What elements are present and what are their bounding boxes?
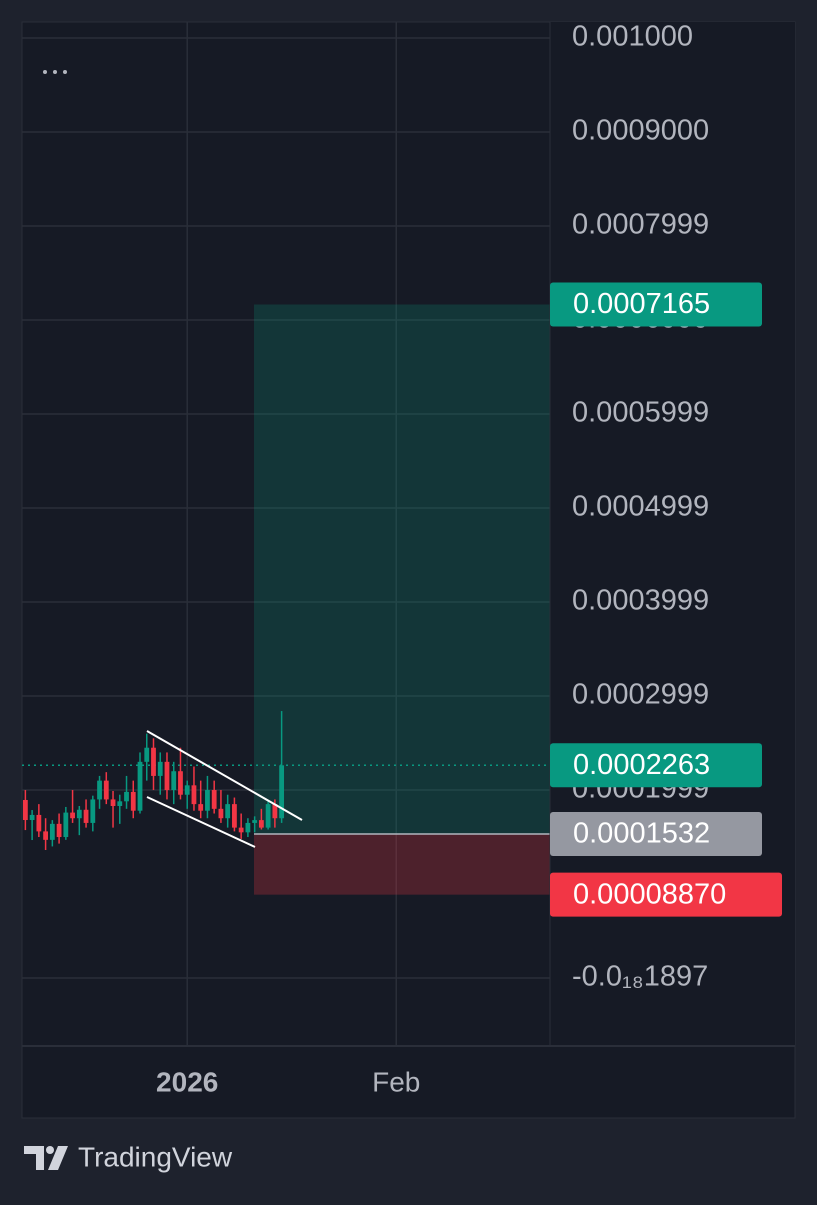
candle-body <box>238 827 244 833</box>
candle-body <box>124 791 129 802</box>
candle-body <box>83 809 89 823</box>
y-tick-label: 0.0005999 <box>572 397 709 429</box>
channel-upper <box>146 730 303 821</box>
candle-body <box>211 790 217 809</box>
channel-lower <box>146 796 256 848</box>
y-tick-label: 0.0003999 <box>572 585 709 617</box>
logo-dot <box>46 1146 54 1154</box>
candle-body <box>252 820 258 823</box>
dot <box>53 70 57 74</box>
brand-name: TradingView <box>78 1141 233 1172</box>
candle-body <box>76 809 82 819</box>
candle-body <box>29 814 35 821</box>
target-zone <box>254 304 550 835</box>
grid <box>22 22 550 1046</box>
candle-body <box>164 761 170 791</box>
logo-t <box>24 1146 44 1170</box>
x-tick-label: Feb <box>372 1066 420 1097</box>
candle-body <box>272 804 278 819</box>
candle-body <box>258 820 264 828</box>
candle-body <box>151 747 156 776</box>
candle-body <box>205 790 210 811</box>
y-tick-label: 0.001000 <box>572 21 693 53</box>
candle-body <box>245 822 251 833</box>
candle-body <box>137 761 143 811</box>
price-tag <box>550 872 782 917</box>
candle-body <box>130 791 136 811</box>
candle-body <box>56 823 62 838</box>
price-tag <box>550 282 762 327</box>
y-tick-label: 0.0009000 <box>572 115 709 147</box>
candle-body <box>198 804 204 811</box>
dot <box>43 70 47 74</box>
candle-body <box>225 804 231 819</box>
candle-body <box>117 801 123 807</box>
candle-body <box>63 812 69 838</box>
candle-body <box>157 761 163 776</box>
candle-body <box>191 785 197 805</box>
menu-icon[interactable] <box>43 70 67 74</box>
candle-body <box>171 771 177 791</box>
candle-body <box>90 799 96 823</box>
x-tick-label: 2026 <box>156 1066 218 1097</box>
candle-body <box>279 765 285 819</box>
candle-body <box>232 804 237 828</box>
y-tick-label: -0.0₁₈1897 <box>572 961 708 993</box>
candle-body <box>70 812 75 819</box>
price-tag-label: 0.0001532 <box>573 818 710 850</box>
candles <box>22 711 285 850</box>
candle-body <box>43 831 49 840</box>
price-tag-label: 0.00008870 <box>573 878 726 910</box>
candle-body <box>184 785 190 795</box>
candle-body <box>144 747 150 762</box>
dot <box>63 70 67 74</box>
candle-body <box>218 808 224 819</box>
position-zones <box>22 304 550 895</box>
price-tag-label: 0.0002263 <box>573 749 710 781</box>
price-tag <box>550 743 762 788</box>
brand-logo <box>24 1146 68 1170</box>
logo-v <box>48 1146 68 1170</box>
price-tag <box>550 812 762 857</box>
stop-zone <box>254 834 550 895</box>
candle-body <box>103 780 109 800</box>
axis-labels: 0.0010000.00090000.00079990.00069990.000… <box>156 21 782 1097</box>
candle-body <box>97 780 102 800</box>
candle-body <box>110 799 116 807</box>
y-tick-label: 0.0007999 <box>572 209 709 241</box>
y-tick-label: 0.0004999 <box>572 491 709 523</box>
candle-body <box>49 823 55 840</box>
candle-body <box>265 804 271 828</box>
y-tick-label: 0.0002999 <box>572 679 709 711</box>
price-tag-label: 0.0007165 <box>573 288 710 320</box>
candle-body <box>36 814 42 832</box>
candle-body <box>178 771 183 795</box>
candle-body <box>22 799 28 821</box>
